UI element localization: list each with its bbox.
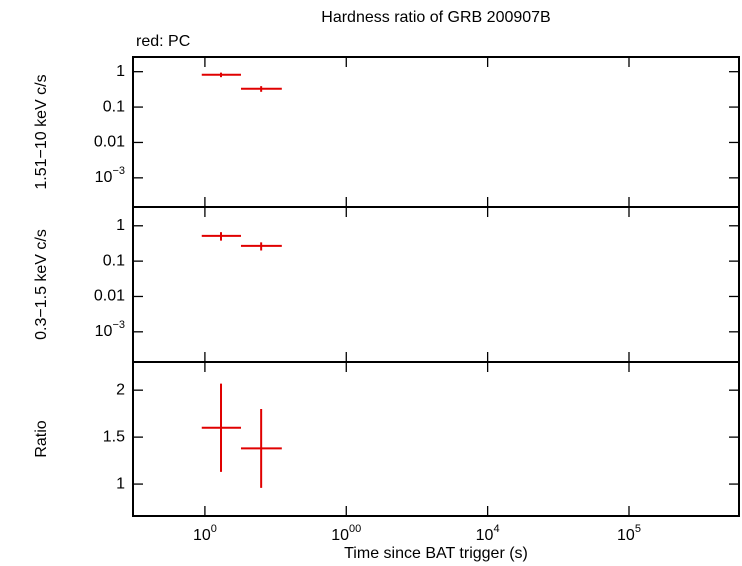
plot-frame bbox=[132, 361, 740, 517]
y-tick-label: 10−3 bbox=[95, 319, 125, 340]
y-tick-label: 0.01 bbox=[94, 134, 125, 151]
y-axis-label: Ratio bbox=[33, 420, 50, 457]
x-tick-label: 104 bbox=[476, 523, 500, 544]
x-tick-label: 105 bbox=[617, 523, 641, 544]
y-axis-label: 1.51−10 keV c/s bbox=[33, 74, 50, 189]
y-tick-label: 0.01 bbox=[94, 288, 125, 305]
plot-frame bbox=[132, 206, 740, 363]
y-tick-label: 0.1 bbox=[103, 252, 125, 269]
y-tick-label: 10−3 bbox=[95, 165, 125, 186]
y-tick-label: 0.1 bbox=[103, 98, 125, 115]
y-axis-label: 0.3−1.5 keV c/s bbox=[33, 229, 50, 340]
y-tick-label: 1 bbox=[116, 475, 125, 492]
y-tick-label: 2 bbox=[116, 381, 125, 398]
y-tick-label: 1.5 bbox=[103, 428, 125, 445]
plot-frame bbox=[132, 56, 740, 208]
annotation: red: PC bbox=[136, 33, 190, 50]
chart-title: Hardness ratio of GRB 200907B bbox=[321, 9, 550, 26]
y-tick-label: 1 bbox=[116, 217, 125, 234]
y-tick-label: 1 bbox=[116, 63, 125, 80]
x-axis-label: Time since BAT trigger (s) bbox=[344, 545, 528, 562]
x-tick-label: 1000 bbox=[331, 523, 361, 544]
x-tick-label: 100 bbox=[193, 523, 217, 544]
